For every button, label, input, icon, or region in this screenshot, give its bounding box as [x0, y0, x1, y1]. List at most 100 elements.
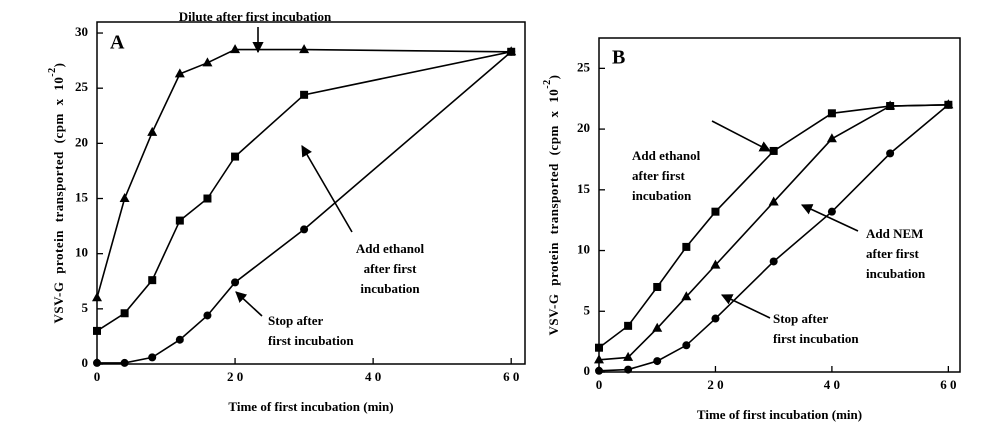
point: [624, 321, 633, 330]
y-tick-label: 10: [577, 242, 590, 257]
point: [147, 126, 158, 136]
y-tick-label: 25: [75, 79, 89, 94]
y-axis-label-sup: -2: [542, 79, 553, 88]
point: [300, 225, 309, 234]
point: [231, 152, 240, 161]
point: [944, 100, 953, 109]
y-tick-label: 10: [75, 245, 88, 260]
series-line: [97, 51, 512, 364]
point: [624, 365, 633, 374]
annotation: first incubation: [268, 333, 354, 348]
point: [769, 257, 778, 266]
annotation: Stop after: [268, 313, 323, 328]
point: [768, 196, 779, 206]
point: [148, 276, 157, 285]
point: [623, 351, 634, 361]
y-tick-label: 0: [82, 355, 89, 370]
annotation-arrow: [301, 145, 353, 233]
point: [827, 109, 836, 118]
point: [230, 44, 241, 54]
point: [203, 194, 212, 203]
point: [93, 358, 101, 367]
point: [594, 354, 604, 364]
series-line: [96, 48, 512, 299]
point: [885, 100, 896, 110]
point: [826, 133, 837, 143]
panel-label: B: [612, 47, 625, 69]
point: [119, 193, 130, 203]
point: [595, 343, 603, 352]
point: [682, 242, 691, 251]
x-tick-label: 4 0: [365, 369, 381, 384]
plot-frame: [598, 37, 961, 373]
point: [595, 366, 603, 375]
x-tick-label: 2 0: [707, 377, 723, 392]
x-axis-label: Time of first incubation (min): [697, 407, 862, 422]
annotation-arrow: [720, 294, 771, 319]
y-axis-label-text: VSV-G protein transported (cpm x 10: [51, 77, 66, 324]
panel-label: A: [110, 32, 125, 54]
point: [653, 282, 662, 291]
panel: A 0 5 10 15 20 25 30 0 2 0 4 0 6 0 Time of first inc…: [47, 9, 526, 414]
x-tick-label: 6 0: [503, 369, 519, 384]
annotation: after first: [364, 261, 417, 276]
point: [203, 311, 212, 320]
annotation-arrow: [711, 120, 771, 152]
y-tick-label: 30: [75, 24, 88, 39]
annotation: Add NEM: [866, 226, 923, 241]
annotation: incubation: [360, 281, 420, 296]
annotation: Stop after: [773, 311, 828, 326]
point: [93, 326, 101, 335]
point: [175, 216, 184, 225]
annotation: Dilute after first incubation: [179, 9, 332, 24]
y-axis-label: VSV-G protein transported (cpm x 10-2): [542, 74, 561, 335]
point: [711, 207, 720, 216]
point: [652, 322, 663, 332]
y-tick-label: 5: [82, 300, 89, 315]
y-axis-label-text: VSV-G protein transported (cpm x 10: [546, 89, 561, 336]
point: [92, 292, 102, 302]
y-tick-label: 15: [75, 190, 89, 205]
annotation: incubation: [632, 188, 692, 203]
point: [299, 44, 310, 54]
point: [120, 358, 129, 367]
annotation-arrow: [235, 291, 263, 317]
annotation: first incubation: [773, 331, 859, 346]
y-tick-label: 20: [577, 120, 590, 135]
point: [231, 278, 240, 287]
x-tick-label: 4 0: [824, 377, 840, 392]
point: [711, 314, 720, 323]
annotation: Add ethanol: [632, 148, 701, 163]
point: [202, 57, 213, 67]
point: [120, 309, 129, 318]
y-tick-label: 5: [584, 302, 591, 317]
annotation: after first: [866, 246, 919, 261]
point: [300, 90, 309, 99]
panel: B 0 5 10 15 20 25 0 2 0 4 0 6 0 Time of first incub…: [542, 37, 961, 422]
point: [886, 149, 895, 158]
annotation: after first: [632, 168, 685, 183]
y-axis-label-end: ): [546, 74, 561, 79]
x-tick-label: 0: [596, 377, 603, 392]
point: [174, 68, 185, 78]
x-tick-label: 0: [94, 369, 101, 384]
x-axis-label: Time of first incubation (min): [228, 399, 393, 414]
plot-frame: [96, 21, 526, 365]
point: [148, 353, 157, 362]
point: [175, 335, 184, 344]
series-line: [96, 51, 512, 332]
point: [653, 357, 662, 366]
point: [681, 291, 692, 301]
point: [769, 146, 778, 155]
y-axis-label-end: ): [51, 62, 66, 67]
y-tick-label: 20: [75, 134, 88, 149]
point: [827, 207, 836, 216]
point: [710, 259, 721, 269]
x-tick-label: 6 0: [940, 377, 956, 392]
annotation-arrow: [800, 204, 859, 232]
y-tick-label: 25: [577, 59, 591, 74]
point: [682, 341, 691, 350]
annotation: incubation: [866, 266, 926, 281]
point: [507, 47, 516, 56]
